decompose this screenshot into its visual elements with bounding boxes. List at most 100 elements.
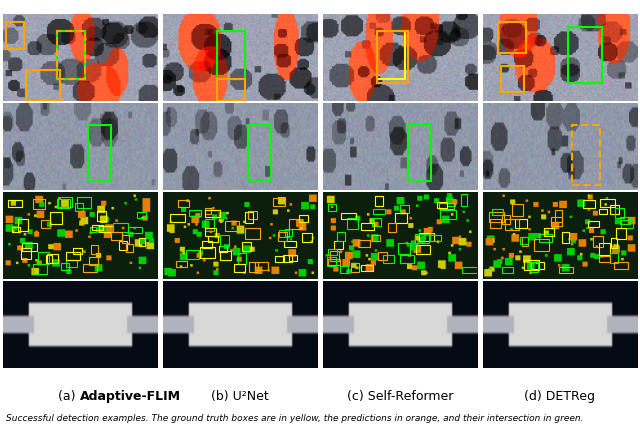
- Bar: [278, 232, 287, 241]
- Bar: [512, 204, 523, 216]
- Bar: [632, 306, 640, 337]
- Bar: [361, 223, 374, 230]
- Bar: [118, 241, 127, 250]
- Bar: [8, 200, 22, 207]
- Bar: [377, 31, 404, 79]
- Bar: [610, 205, 618, 214]
- Bar: [351, 263, 359, 272]
- Bar: [621, 220, 633, 229]
- Bar: [250, 262, 258, 272]
- Bar: [289, 219, 302, 229]
- Text: Adaptive-FLIM: Adaptive-FLIM: [80, 390, 181, 403]
- Bar: [600, 199, 615, 207]
- Bar: [126, 244, 133, 252]
- Bar: [337, 232, 346, 241]
- Bar: [122, 235, 129, 243]
- Bar: [599, 209, 607, 214]
- Bar: [436, 202, 447, 208]
- Bar: [242, 243, 251, 251]
- Bar: [248, 125, 271, 181]
- Bar: [273, 198, 285, 206]
- Bar: [285, 229, 292, 236]
- Bar: [283, 254, 292, 262]
- Bar: [97, 211, 106, 221]
- Bar: [238, 253, 246, 264]
- Bar: [440, 210, 456, 219]
- Text: (b) U²Net: (b) U²Net: [211, 390, 269, 403]
- Bar: [568, 27, 602, 84]
- Bar: [416, 245, 430, 254]
- Bar: [202, 241, 211, 248]
- Bar: [328, 249, 337, 255]
- Bar: [50, 212, 62, 224]
- Bar: [584, 200, 595, 208]
- Bar: [244, 228, 260, 239]
- Bar: [57, 199, 70, 208]
- Text: (d) DETReg: (d) DETReg: [525, 390, 595, 403]
- Bar: [572, 125, 600, 185]
- Bar: [562, 232, 569, 243]
- Bar: [279, 230, 289, 237]
- Bar: [398, 243, 410, 254]
- Bar: [560, 287, 640, 368]
- Bar: [88, 125, 111, 181]
- Bar: [255, 262, 268, 270]
- Bar: [57, 31, 84, 79]
- Bar: [372, 218, 381, 226]
- Bar: [330, 251, 339, 261]
- Bar: [221, 235, 229, 246]
- Bar: [520, 237, 528, 244]
- Bar: [419, 233, 435, 240]
- Bar: [340, 266, 348, 273]
- Bar: [531, 262, 543, 269]
- Bar: [205, 228, 216, 236]
- Bar: [205, 219, 214, 231]
- Bar: [461, 194, 467, 206]
- Bar: [170, 214, 185, 222]
- Bar: [245, 212, 253, 223]
- Bar: [300, 215, 308, 222]
- Bar: [225, 221, 239, 231]
- Bar: [217, 79, 244, 101]
- Bar: [57, 31, 84, 79]
- Bar: [12, 226, 20, 232]
- Bar: [189, 210, 201, 216]
- Bar: [430, 235, 440, 242]
- Bar: [137, 212, 147, 218]
- Bar: [502, 267, 513, 273]
- Bar: [220, 251, 232, 260]
- Bar: [113, 223, 128, 232]
- Bar: [74, 248, 83, 254]
- Bar: [347, 218, 358, 229]
- Bar: [77, 197, 91, 208]
- Bar: [588, 221, 599, 227]
- Bar: [550, 217, 562, 226]
- Bar: [401, 205, 408, 213]
- Bar: [139, 238, 145, 246]
- Bar: [328, 204, 337, 211]
- Bar: [176, 262, 187, 267]
- Bar: [26, 70, 60, 101]
- Bar: [522, 237, 529, 246]
- Bar: [610, 253, 618, 263]
- Bar: [328, 259, 340, 265]
- Bar: [67, 260, 77, 268]
- Text: (c) Self-Reformer: (c) Self-Reformer: [347, 390, 453, 403]
- Bar: [91, 245, 98, 254]
- Bar: [505, 219, 518, 230]
- Bar: [219, 246, 227, 252]
- Bar: [378, 252, 387, 259]
- Bar: [490, 219, 500, 228]
- Bar: [502, 215, 509, 224]
- Bar: [498, 22, 526, 53]
- Text: (a): (a): [58, 390, 80, 403]
- Bar: [46, 255, 52, 263]
- Bar: [615, 208, 624, 218]
- Bar: [334, 241, 343, 249]
- Bar: [374, 209, 385, 214]
- Bar: [205, 209, 211, 215]
- Bar: [358, 240, 370, 246]
- Bar: [383, 255, 394, 263]
- Bar: [6, 22, 24, 49]
- Bar: [530, 262, 538, 272]
